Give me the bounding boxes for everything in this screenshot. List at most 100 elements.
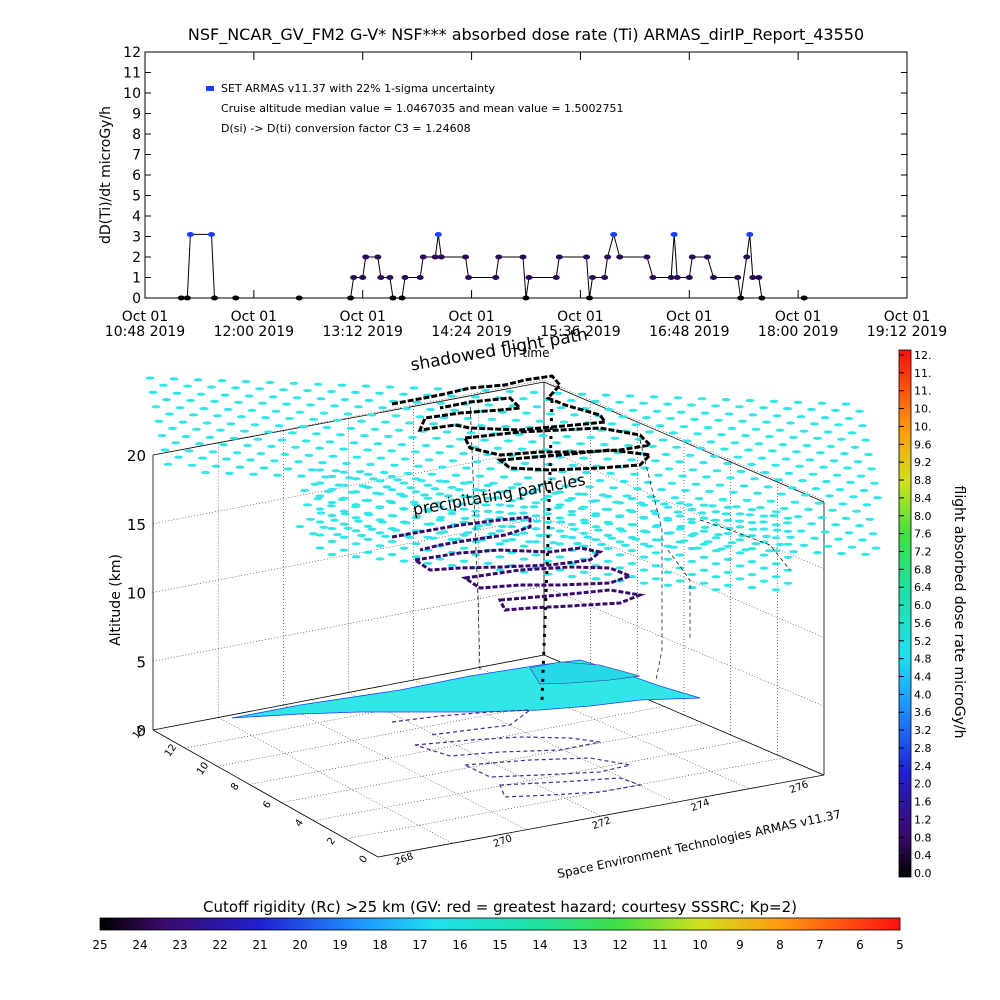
particle (813, 551, 822, 555)
particle (459, 546, 469, 550)
particle (667, 481, 677, 485)
grid-line (313, 740, 745, 821)
particle (687, 520, 697, 525)
cb-tick-label: 21 (252, 938, 267, 952)
particle (684, 503, 693, 507)
particle (780, 506, 789, 511)
cb-tick-label: 12. (914, 349, 932, 362)
particle (649, 509, 659, 513)
particle (718, 497, 728, 502)
particle (411, 477, 421, 481)
cb-tick-label: 8 (776, 938, 784, 952)
particle (651, 525, 661, 529)
data-point (398, 295, 406, 301)
particle (640, 466, 650, 470)
particle (436, 515, 446, 520)
particle (645, 430, 654, 434)
cb-tick-label: 4.4 (914, 671, 932, 684)
particle (357, 419, 366, 423)
particle (294, 460, 303, 464)
particle (759, 553, 769, 557)
particle (532, 405, 542, 409)
particle (678, 474, 687, 478)
particle (828, 508, 837, 512)
3d-z-axis-label: Altitude (km) (108, 554, 124, 646)
grid-line (152, 448, 825, 569)
particle (577, 392, 587, 396)
particle (306, 517, 315, 521)
particle (223, 407, 233, 412)
particle (639, 542, 649, 546)
data-point (347, 295, 355, 301)
particle (603, 559, 613, 564)
particle (387, 514, 397, 518)
particle (709, 454, 719, 458)
particle (352, 455, 362, 459)
particle (531, 488, 541, 492)
cb-tick-label: 8.0 (914, 510, 932, 523)
particle (351, 542, 361, 546)
particle (651, 577, 661, 581)
particle (649, 395, 659, 399)
particle (651, 564, 661, 568)
data-point (208, 231, 216, 237)
particle (699, 555, 709, 559)
particle (495, 542, 505, 546)
particle (576, 442, 585, 446)
particle (847, 431, 857, 435)
particle (516, 497, 525, 501)
particle (559, 534, 569, 539)
particle (852, 509, 861, 513)
particle (607, 422, 617, 426)
particle (687, 572, 697, 577)
cb-tick-label: 7.2 (914, 545, 932, 558)
particle (514, 433, 524, 437)
particle (559, 420, 569, 424)
particle (399, 494, 409, 498)
particle (690, 417, 699, 421)
particle (567, 574, 577, 579)
particle (597, 542, 606, 547)
particle (511, 533, 521, 537)
particle (579, 505, 589, 509)
particle (327, 539, 337, 544)
rigidity-colorbar-label: Cutoff rigidity (Rc) >25 km (GV: red = g… (203, 898, 797, 916)
particle (775, 542, 785, 547)
particle (699, 516, 709, 520)
particle (808, 472, 818, 476)
particle (744, 448, 753, 452)
particle (726, 476, 735, 480)
particle (243, 443, 252, 448)
data-point (734, 275, 742, 280)
particle (258, 401, 267, 405)
particle (733, 455, 743, 459)
particle (751, 427, 761, 431)
chart-title: NSF_NCAR_GV_FM2 G-V* NSF*** absorbed dos… (188, 25, 864, 45)
particle (339, 535, 349, 539)
particle (303, 503, 312, 507)
y3d-tick-label: 2 (325, 836, 338, 848)
particle (853, 460, 863, 464)
particle (862, 503, 872, 507)
particle (747, 508, 757, 512)
particle (834, 423, 843, 427)
data-point (743, 254, 751, 260)
particle (556, 520, 566, 524)
data-point (755, 275, 763, 280)
particle (435, 505, 445, 509)
x-tick-time: 12:00 2019 (214, 324, 294, 340)
cb-tick-label: 25 (92, 938, 107, 952)
particle (451, 473, 461, 477)
particle (406, 486, 416, 490)
particle (627, 562, 637, 566)
particle (663, 518, 673, 522)
particle (639, 568, 649, 572)
cb-tick-label: 24 (132, 938, 147, 952)
particle (567, 522, 577, 527)
particle (586, 435, 596, 439)
particle (378, 406, 387, 410)
cb-tick-label: 10. (914, 403, 932, 416)
particle (298, 425, 308, 429)
particle (735, 564, 745, 568)
particle (615, 540, 625, 544)
